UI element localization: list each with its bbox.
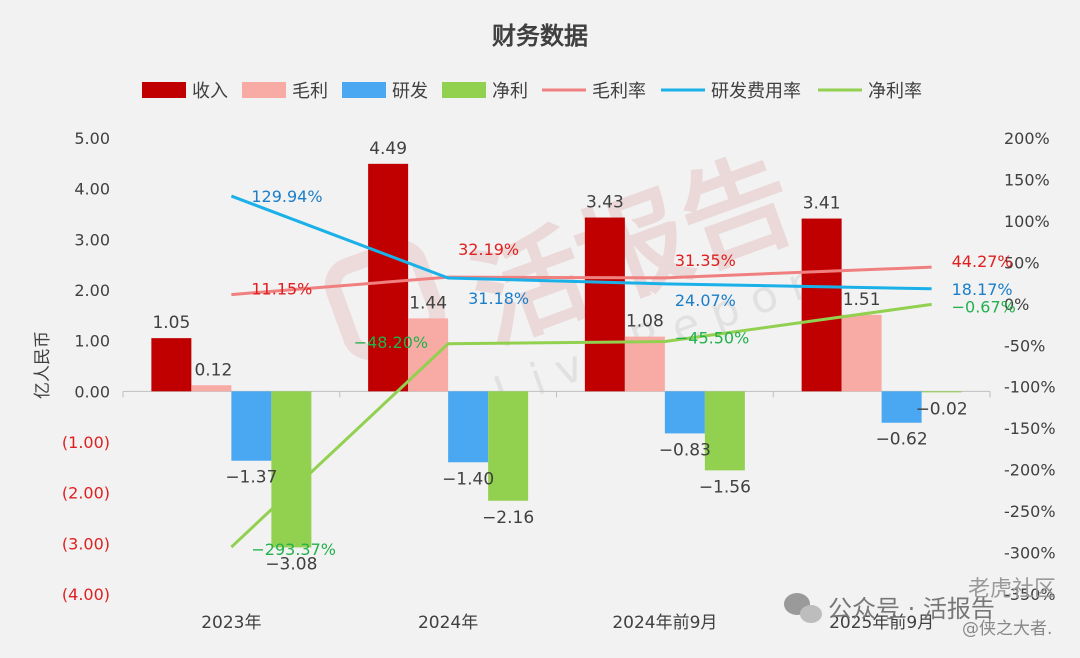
bar-label-毛利-2: 1.08 [626,312,664,332]
legend-swatch-毛利 [242,82,286,98]
legend-label-净利率: 净利率 [868,81,922,102]
y-tick-label: 2.00 [74,281,110,300]
y2-tick-label: -50% [1004,336,1045,355]
bar-label-研发-0: −1.37 [225,468,277,488]
line-label-研发费用率-1: 31.18% [468,289,529,308]
bar-研发-1 [448,391,488,462]
x-tick-label: 2023年 [201,613,261,633]
line-label-净利率-1: −48.20% [354,333,428,352]
bar-收入-1 [368,164,408,391]
bar-收入-3 [802,219,842,392]
line-label-净利率-0: −293.37% [251,540,336,559]
legend-swatch-研发 [342,82,386,98]
x-tick-label: 2024年前9月 [612,613,717,633]
bar-label-净利-1: −2.16 [482,508,534,528]
bar-label-净利-3: −0.02 [916,399,968,419]
legend-label-毛利率: 毛利率 [592,81,646,102]
y-tick-label: 5.00 [74,129,110,148]
y-tick-label: (3.00) [62,534,110,553]
line-label-研发费用率-2: 24.07% [675,291,736,310]
bar-收入-2 [585,218,625,392]
x-tick-label: 2024年 [418,613,478,633]
y-axis-title: 亿人民币 [33,331,53,399]
bar-label-净利-2: −1.56 [699,477,751,497]
legend-label-收入: 收入 [192,81,228,102]
y2-tick-label: 200% [1004,129,1050,148]
bar-label-研发-3: −0.62 [876,430,928,450]
y2-tick-label: -300% [1004,544,1056,563]
bar-label-毛利-1: 1.44 [409,293,447,313]
legend-label-净利: 净利 [492,81,528,102]
bar-label-收入-0: 1.05 [152,313,190,333]
bar-label-收入-3: 3.41 [803,194,841,214]
y-tick-label: 0.00 [74,382,110,401]
bar-label-研发-1: −1.40 [442,469,494,489]
legend-swatch-净利 [442,82,486,98]
y2-tick-label: -200% [1004,461,1056,480]
line-label-研发费用率-0: 129.94% [251,187,322,206]
line-label-研发费用率-3: 18.17% [952,280,1013,299]
legend-label-研发费用率: 研发费用率 [711,81,801,102]
y-tick-label: (2.00) [62,484,110,503]
legend-label-毛利: 毛利 [292,81,328,102]
bar-label-研发-2: −0.83 [659,440,711,460]
y-tick-label: 1.00 [74,332,110,351]
y-tick-label: 3.00 [74,230,110,249]
legend-swatch-收入 [142,82,186,98]
legend-label-研发: 研发 [392,81,428,102]
line-label-毛利率-2: 31.35% [675,251,736,270]
bar-毛利-3 [842,315,882,392]
bar-label-收入-2: 3.43 [586,193,624,213]
bar-label-毛利-0: 0.12 [194,360,232,380]
line-label-毛利率-3: 44.27% [952,252,1013,271]
wechat-icon [784,593,822,623]
line-label-毛利率-1: 32.19% [458,240,519,259]
y-tick-label: 4.00 [74,180,110,199]
y2-tick-label: -100% [1004,378,1056,397]
line-label-净利率-3: −0.67% [952,297,1016,316]
y-tick-label: (1.00) [62,433,110,452]
y2-tick-label: 100% [1004,212,1050,231]
bar-毛利-1 [408,318,448,391]
y-tick-label: (4.00) [62,585,110,604]
bar-毛利-2 [625,337,665,392]
line-label-毛利率-0: 11.15% [251,280,312,299]
bar-净利-3 [922,391,962,392]
bar-label-毛利-3: 1.51 [843,290,881,310]
chart-title: 财务数据 [492,22,588,50]
bar-研发-0 [231,391,271,460]
y2-tick-label: 150% [1004,170,1050,189]
footer-user-text: @侠之大者. [962,619,1052,639]
bar-收入-0 [151,338,191,391]
y2-tick-label: -250% [1004,502,1056,521]
legend: 收入 毛利 研发 净利 毛利率 研发费用率 净利率 [142,81,922,102]
footer-site-text: 老虎社区 [968,577,1056,602]
bar-label-收入-1: 4.49 [369,139,407,159]
bar-毛利-0 [191,385,231,391]
bar-研发-2 [665,391,705,433]
y2-tick-label: -150% [1004,419,1056,438]
line-label-净利率-2: −45.50% [675,329,749,348]
